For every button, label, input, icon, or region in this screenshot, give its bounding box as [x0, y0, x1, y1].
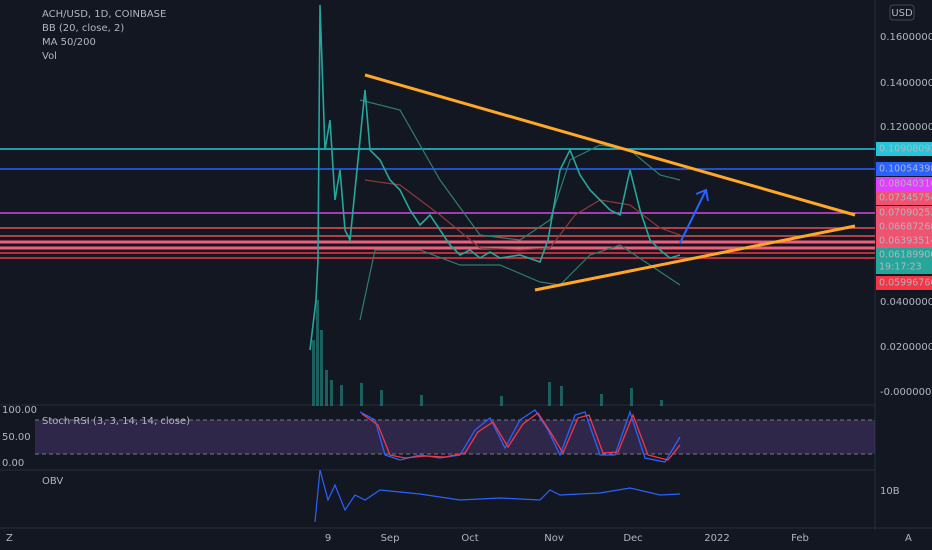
stoch-band — [35, 420, 875, 454]
volume — [312, 300, 663, 406]
price-tag-bg — [876, 191, 932, 205]
levels — [0, 148, 875, 259]
time-axis-label: 2022 — [704, 533, 729, 544]
price-tag: 0.10908092 — [879, 144, 932, 155]
price-tag: 0.10054398 — [879, 164, 932, 175]
symbol: ACH/USD, 1D, COINBASE — [42, 9, 166, 20]
footer-left: Z — [6, 533, 13, 544]
price-tag-bg — [876, 220, 932, 234]
indicator-label: MA 50/200 — [42, 37, 96, 48]
stoch-axis-label: 50.00 — [2, 432, 31, 443]
indicator-label: BB (20, close, 2) — [42, 23, 124, 34]
trend-upper — [364, 73, 856, 217]
price-tag-bg — [876, 162, 932, 176]
price-tag-bg — [876, 142, 932, 156]
price-tag-bg — [876, 177, 932, 191]
price-axis-label: 0.02000000 — [880, 342, 932, 353]
time-axis-label: Sep — [381, 533, 400, 544]
stoch-axis-label: 0.00 — [2, 458, 24, 469]
stoch-d — [361, 412, 681, 461]
obv-line — [314, 469, 681, 523]
bb-basis — [364, 179, 681, 251]
price-tag-bg — [876, 248, 932, 262]
price-tag: 0.06393514 — [879, 236, 932, 247]
time-axis-label: 9 — [325, 533, 331, 544]
currency-box — [889, 4, 915, 21]
price-tag: 0.05996760 — [879, 278, 932, 289]
time-axis-label: Nov — [544, 533, 564, 544]
price-tag-bg — [876, 276, 932, 290]
price-tag: 0.08040316 — [879, 179, 932, 190]
price-tag: 0.06189900 — [879, 250, 932, 261]
price-tag-bg — [876, 260, 932, 274]
stoch-title: Stoch RSI (3, 3, 14, 14, close) — [42, 416, 190, 427]
obv-axis-label: 10B — [880, 486, 900, 497]
price-axis-label: -0.00000000 — [880, 387, 932, 398]
arrow — [679, 188, 709, 244]
price-tag: 0.06687268 — [879, 222, 932, 233]
price-tag: 19:17:23 — [879, 262, 922, 273]
price-tag: 0.07090252 — [879, 208, 932, 219]
price-line — [309, 4, 681, 351]
stoch-axis-label: 100.00 — [2, 405, 37, 416]
time-axis-label: Feb — [791, 533, 809, 544]
trend-lower — [534, 224, 856, 292]
price-tag: 0.07345754 — [879, 193, 932, 204]
obv-title: OBV — [42, 476, 63, 487]
time-axis-label: Dec — [623, 533, 642, 544]
price-tag-bg — [876, 234, 932, 248]
bb-upper — [359, 99, 681, 241]
footer-right: A — [905, 533, 912, 544]
time-axis-label: Oct — [461, 533, 478, 544]
currency: USD — [891, 8, 913, 19]
bb-lower — [359, 244, 681, 321]
price-tag-bg — [876, 206, 932, 220]
indicator-label: Vol — [42, 51, 57, 62]
